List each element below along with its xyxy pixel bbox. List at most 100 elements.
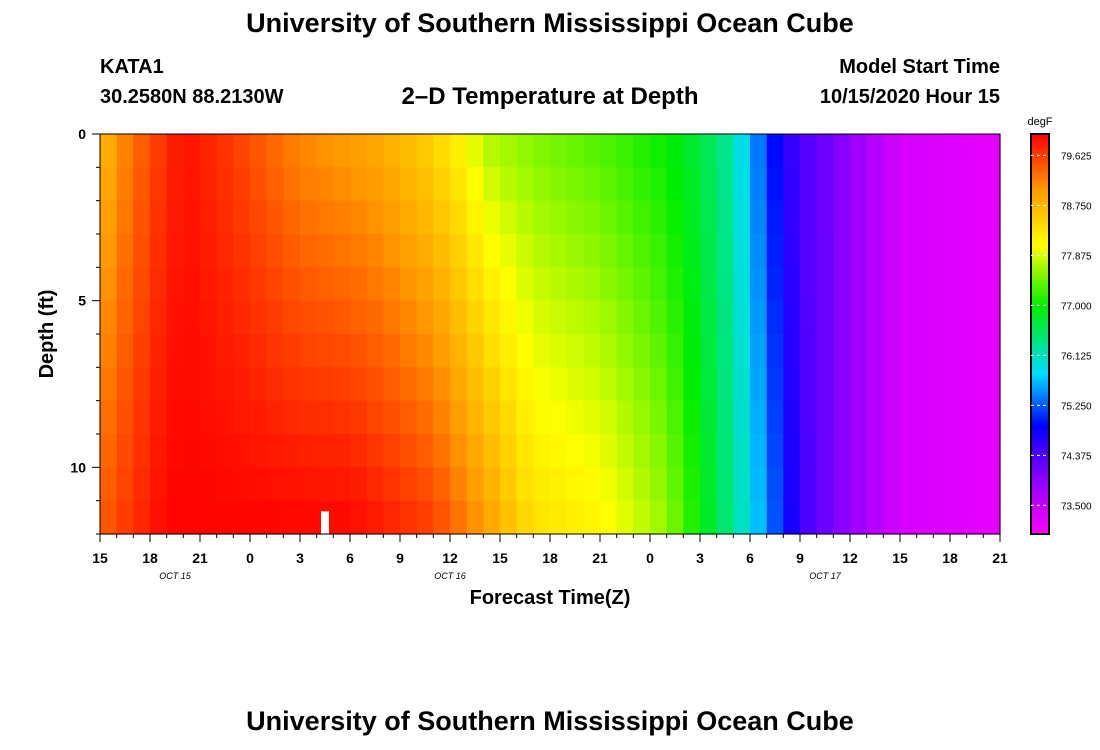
heatmap-cell xyxy=(816,400,834,435)
heatmap-cell xyxy=(516,234,534,268)
heatmap-cell xyxy=(266,367,284,402)
heatmap-cell xyxy=(983,334,1001,368)
heatmap-cell xyxy=(483,367,501,402)
heatmap-cell xyxy=(900,467,918,502)
heatmap-cell xyxy=(600,200,618,235)
heatmap-cell xyxy=(833,200,851,235)
heatmap-cell xyxy=(800,300,818,335)
heatmap-cell xyxy=(700,434,718,468)
heatmap-cell xyxy=(550,500,568,535)
heatmap-cell xyxy=(683,367,701,402)
heatmap-cell xyxy=(233,467,251,502)
heatmap-cell xyxy=(866,367,884,402)
heatmap-cell xyxy=(683,234,701,268)
heatmap-cell xyxy=(483,200,501,235)
colorbar-tick-label: 76.125 xyxy=(1061,351,1092,362)
heatmap-cell xyxy=(100,267,118,302)
heatmap-cell xyxy=(783,467,801,502)
x-tick-label: 21 xyxy=(592,550,608,566)
heatmap-cell xyxy=(916,500,934,535)
heatmap-cell xyxy=(916,167,934,202)
heatmap-cell xyxy=(933,434,951,468)
heatmap-cell xyxy=(283,467,301,502)
heatmap-cell xyxy=(783,434,801,468)
heatmap-cell xyxy=(483,334,501,368)
heatmap-cell xyxy=(766,300,784,335)
heatmap-cell xyxy=(333,200,351,235)
heatmap-cell xyxy=(133,467,151,502)
heatmap-cell xyxy=(633,300,651,335)
heatmap-cell xyxy=(183,300,201,335)
heatmap-cell xyxy=(516,334,534,368)
heatmap-cell xyxy=(566,200,584,235)
heatmap-cell xyxy=(666,134,684,168)
heatmap-cell xyxy=(783,167,801,202)
heatmap-cell xyxy=(150,500,168,535)
heatmap-cell xyxy=(966,134,984,168)
heatmap-cell xyxy=(366,300,384,335)
heatmap-cell xyxy=(116,134,134,168)
heatmap-cell xyxy=(433,400,451,435)
heatmap-cell xyxy=(866,134,884,168)
heatmap-cell xyxy=(366,467,384,502)
heatmap-cell xyxy=(400,500,418,535)
heatmap-cell xyxy=(350,434,368,468)
heatmap-cell xyxy=(150,367,168,402)
heatmap-cell xyxy=(266,400,284,435)
heatmap-cell xyxy=(483,400,501,435)
heatmap-cell xyxy=(733,367,751,402)
heatmap-cell xyxy=(683,200,701,235)
heatmap-cell xyxy=(233,134,251,168)
heatmap-cell xyxy=(633,134,651,168)
heatmap-cell xyxy=(500,267,518,302)
colorbar-ticks: 79.625 78.750 77.875 77.000 76.125 75.250 74.3… xyxy=(1031,151,1092,512)
heatmap-cell xyxy=(883,267,901,302)
footer-title: University of Southern Mississippi Ocean… xyxy=(246,706,854,736)
x-tick-label: 18 xyxy=(942,550,958,566)
heatmap-cell xyxy=(666,334,684,368)
heatmap-cell xyxy=(500,334,518,368)
heatmap-cell xyxy=(850,134,868,168)
heatmap-cell xyxy=(316,234,334,268)
heatmap-cell xyxy=(466,434,484,468)
heatmap-cell xyxy=(566,367,584,402)
heatmap-cell xyxy=(800,467,818,502)
heatmap-cell xyxy=(450,467,468,502)
heatmap-cell xyxy=(500,367,518,402)
heatmap-cell xyxy=(533,267,551,302)
heatmap-cell xyxy=(883,234,901,268)
heatmap-cell xyxy=(933,334,951,368)
heatmap-cell xyxy=(950,167,968,202)
heatmap-cell xyxy=(433,200,451,235)
heatmap-cell xyxy=(100,467,118,502)
heatmap-cell xyxy=(816,200,834,235)
heatmap-cell xyxy=(500,200,518,235)
heatmap-cell xyxy=(133,434,151,468)
heatmap-cell xyxy=(150,267,168,302)
heatmap-cell xyxy=(500,467,518,502)
heatmap-cell xyxy=(450,367,468,402)
heatmap-cell xyxy=(116,300,134,335)
heatmap-cell xyxy=(750,334,768,368)
colorbar-tick-label: 78.750 xyxy=(1061,201,1092,212)
heatmap-cell xyxy=(983,234,1001,268)
heatmap-cell xyxy=(516,434,534,468)
heatmap-cell xyxy=(933,300,951,335)
heatmap-cell xyxy=(416,367,434,402)
heatmap-cell xyxy=(133,367,151,402)
heatmap-cell xyxy=(583,167,601,202)
heatmap-cell xyxy=(166,334,184,368)
heatmap-cell xyxy=(400,467,418,502)
heatmap-cell xyxy=(150,234,168,268)
heatmap-cell xyxy=(500,234,518,268)
heatmap-cell xyxy=(883,134,901,168)
heatmap-cell xyxy=(666,367,684,402)
heatmap-cell xyxy=(750,134,768,168)
heatmap-cell xyxy=(133,500,151,535)
heatmap-cell xyxy=(816,134,834,168)
heatmap-cell xyxy=(833,500,851,535)
heatmap-cell xyxy=(416,400,434,435)
heatmap-cell xyxy=(266,500,284,535)
heatmap-cell xyxy=(166,500,184,535)
heatmap-cell xyxy=(216,167,234,202)
